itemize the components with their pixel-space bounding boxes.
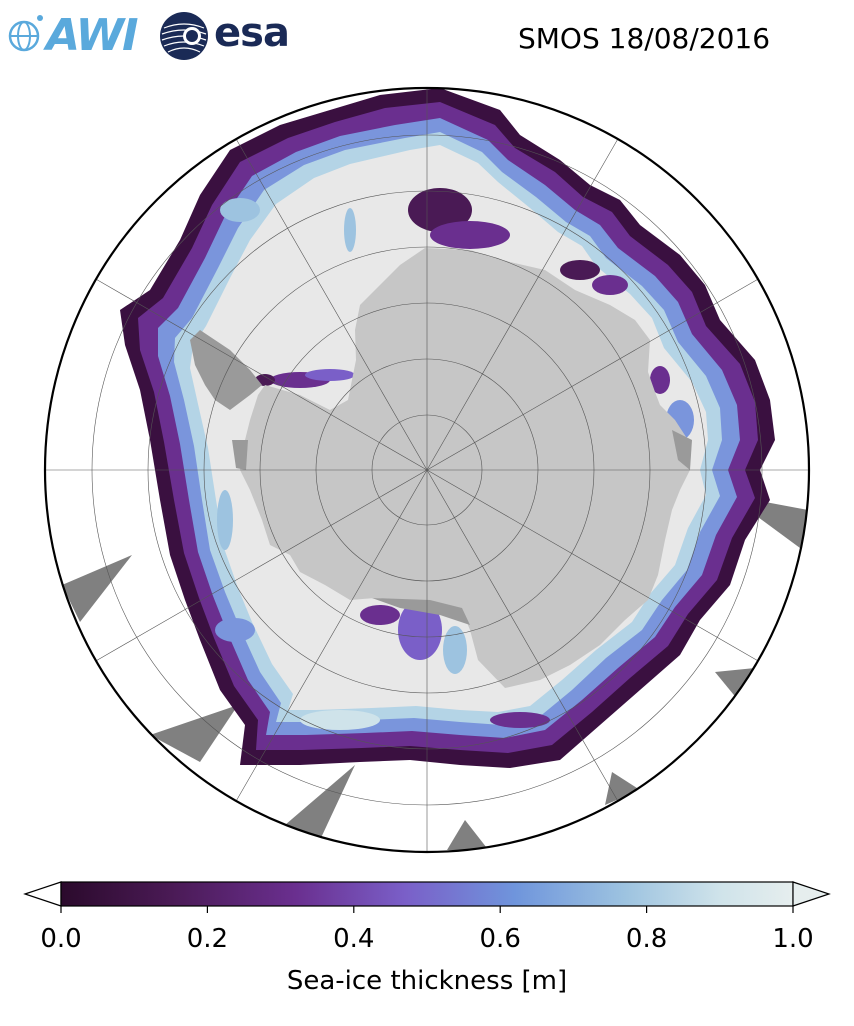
colorbar-gradient (60, 881, 794, 907)
antarctica-landmass (240, 248, 690, 688)
colorbar-tick-label: 0.4 (333, 924, 375, 954)
colorbar-tick-label: 0.0 (40, 924, 82, 954)
esa-logo-text: esa (214, 10, 290, 56)
colorbar-tick-label: 0.2 (186, 924, 229, 954)
awi-logo: AWI (6, 8, 140, 62)
colorbar (23, 881, 831, 913)
map-boundary (43, 86, 811, 854)
meridian-lines (45, 88, 809, 852)
colorbar-ticks (60, 906, 794, 913)
colorbar-min-extension (23, 881, 62, 907)
esa-emblem-icon (160, 12, 208, 60)
colorbar-tick-label: 0.8 (625, 924, 668, 954)
esa-logo: esa (158, 10, 308, 64)
colorbar-label: Sea-ice thickness [m] (286, 966, 568, 996)
colorbar-tick-label: 1.0 (772, 924, 814, 954)
awi-globe-icon (8, 15, 43, 52)
colorbar-tick-label: 0.6 (479, 924, 521, 954)
thin-ice-patches (215, 188, 694, 730)
ice-shelves (232, 430, 692, 625)
awi-logo-text: AWI (46, 10, 139, 61)
map-title: SMOS 18/08/2016 (518, 22, 771, 55)
antarctic-peninsula (190, 330, 262, 410)
colorbar-max-extension (792, 881, 831, 907)
